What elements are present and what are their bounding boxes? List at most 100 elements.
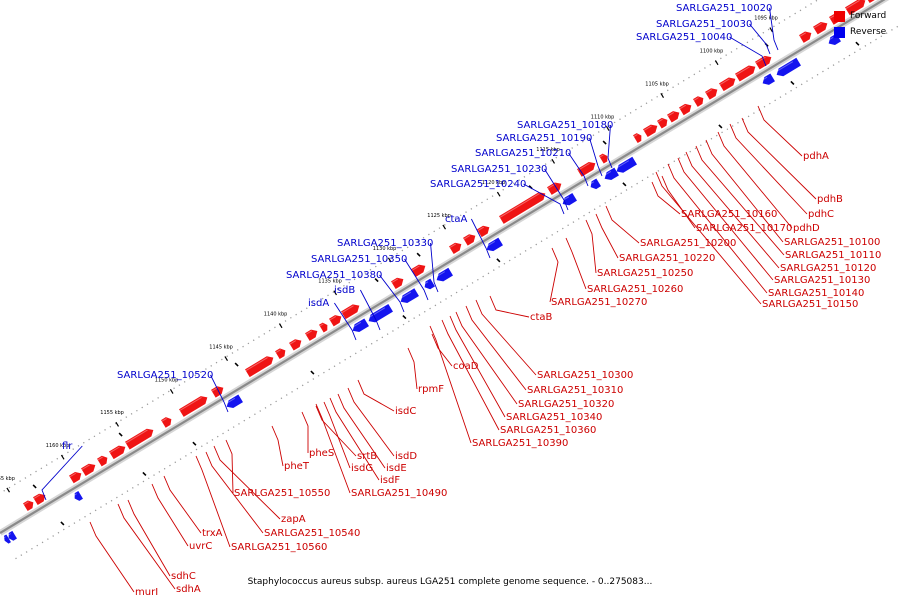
forward-label-leader [685,151,780,269]
reverse-gene-body [424,278,435,290]
reverse-label-leader [41,445,83,501]
forward-label-leader [89,521,135,593]
forward-gene-body [755,55,772,70]
forward-label-leader [213,445,281,520]
forward-gene-highlight [599,154,604,158]
forward-gene-highlight [275,349,281,354]
scale-tick [6,487,11,493]
forward-gene-body [33,493,46,506]
reverse-gene-body [762,73,775,85]
forward-gene-label: isdG [351,463,373,474]
reverse-label-leader [334,302,357,341]
reverse-label-leader [749,23,771,55]
reverse-label-leader [404,258,429,301]
reverse-gene [602,167,619,180]
reverse-gene [560,192,577,206]
forward-gene [125,428,154,450]
forward-gene-highlight [477,226,485,232]
reverse-gene-body [3,534,11,544]
forward-label-leader [163,475,202,534]
reverse-gene-label: isdB [334,285,355,296]
reverse-gene-body [776,57,801,77]
forward-gene [305,329,318,341]
reverse-gene-highlight [2,536,6,539]
forward-label-leader [565,237,587,290]
forward-gene [81,463,96,477]
legend: Forward Reverse [834,8,894,40]
scale-tick [60,454,65,460]
forward-gene-highlight [33,494,41,500]
reverse-gene-highlight [434,271,446,278]
forward-gene [245,356,274,378]
forward-gene [633,133,642,144]
forward-gene-label: SARLGA251_10260 [587,284,683,295]
forward-gene [499,192,546,224]
scale-tick [224,356,229,362]
forward-label-leader [431,333,453,367]
reverse-gene-highlight [6,533,11,537]
feature-marker [32,484,37,489]
forward-gene-label: SARLGA251_10170 [696,223,792,234]
forward-gene-highlight [813,22,822,29]
forward-label-leader [337,393,386,469]
scale-tick [496,191,501,197]
forward-gene [599,153,608,164]
scale-tick-label: 1135 kbp [318,279,342,285]
forward-gene [341,304,360,320]
reverse-gene-highlight [72,493,77,497]
forward-gene-body [411,264,426,277]
scale-tick-label: 1115 kbp [536,147,560,153]
reverse-gene [72,490,83,501]
reverse-gene [484,237,503,252]
forward-label-leader [677,157,774,281]
forward-gene-body [125,428,154,450]
forward-gene-label: pheS [309,448,334,459]
forward-gene-body [245,356,274,378]
reverse-label-leader [523,183,565,215]
reverse-label-leader [360,289,381,331]
reverse-gene-highlight [560,196,570,202]
forward-gene-highlight [411,265,420,271]
forward-gene-label: rpmF [418,384,444,395]
feature-marker [60,521,65,526]
reverse-gene-body [226,394,243,409]
forward-gene-body [463,234,476,246]
forward-gene-highlight [341,305,354,314]
forward-gene-label: murI [135,587,158,598]
forward-gene-highlight [735,66,750,76]
forward-swatch [834,10,845,22]
feature-marker [142,471,147,476]
forward-gene-label: SARLGA251_10100 [784,237,880,248]
forward-gene-highlight [69,472,77,478]
forward-gene-body [693,96,704,107]
forward-gene-highlight [755,56,766,64]
forward-gene-highlight [499,193,540,218]
feature-marker [402,314,407,320]
reverse-gene-label: flr [62,441,73,452]
forward-gene-label: SARLGA251_10110 [785,250,881,261]
reverse-gene-highlight [350,321,362,329]
feature-marker [234,362,239,367]
forward-gene-body [705,88,718,100]
reverse-gene-body [352,318,369,333]
forward-gene [845,0,866,16]
forward-gene [813,22,828,35]
forward-label-leader [225,439,234,494]
forward-gene-body [499,192,546,224]
forward-gene-label: SARLGA251_10320 [518,399,614,410]
scale-tick-label: 1155 kbp [100,410,124,416]
forward-label-leader [695,145,785,256]
forward-gene-body [109,445,126,460]
forward-gene [799,31,812,43]
forward-label-leader [475,299,537,376]
forward-label-leader [757,105,803,157]
reverse-gene [588,178,601,190]
reverse-gene-label: SARLGA251_10190 [496,133,592,144]
forward-label-leader [271,425,284,467]
forward-gene-label: SARLGA251_10250 [597,268,693,279]
forward-gene [391,277,404,290]
scale-tick [333,290,338,296]
reverse-gene-label: SARLGA251_10330 [337,238,433,249]
forward-gene-label: isdE [386,463,407,474]
reverse-label-leader [210,374,229,413]
